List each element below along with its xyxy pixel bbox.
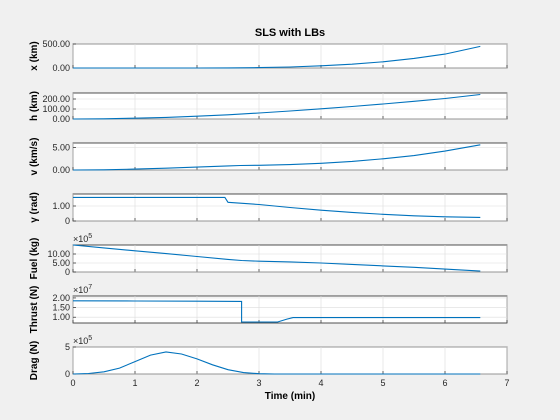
- x-tick-label: 6: [442, 378, 447, 388]
- x-tick-label: 2: [194, 378, 199, 388]
- x-tick-label: 1: [132, 378, 137, 388]
- x-tick-label: 7: [504, 378, 509, 388]
- x-axis-label: Time (min): [265, 391, 315, 402]
- y-tick-label: 1.00: [52, 312, 70, 322]
- x-tick-label: 3: [256, 378, 261, 388]
- y-tick-label: 5.00: [52, 143, 70, 153]
- y-axis-label: Fuel (kg): [29, 238, 40, 280]
- y-tick-label: 0: [65, 216, 70, 226]
- axes-box: [73, 143, 507, 170]
- axes-box: [73, 93, 507, 119]
- subplot-thrust: 1.001.502.00×107 Thrust (N): [29, 284, 507, 333]
- y-tick-label: 5: [65, 342, 70, 352]
- y-tick-label: 2.00: [52, 293, 70, 303]
- y-tick-label: 1.00: [52, 201, 70, 211]
- axes-box: [73, 245, 507, 272]
- y-tick-label: 0.00: [52, 63, 70, 73]
- y-tick-label: 200.00: [42, 94, 70, 104]
- y-tick-label: 0.00: [52, 114, 70, 124]
- y-axis-label: x (km): [29, 41, 40, 70]
- x-tick-label: 0: [70, 378, 75, 388]
- x-tick-label: 4: [318, 378, 323, 388]
- y-axis-label: h (km): [29, 91, 40, 121]
- y-axis-label: γ (rad): [29, 192, 40, 223]
- subplot-x: 0.00 500.00x (km): [29, 39, 507, 73]
- y-axis-label: Drag (N): [29, 341, 40, 380]
- y-exponent-label: ×107: [73, 284, 92, 295]
- y-tick-label: 0: [65, 369, 70, 379]
- axes-box: [73, 296, 507, 323]
- y-tick-label: 500.00: [42, 39, 70, 49]
- y-axis-label: v (km/s): [29, 138, 40, 176]
- y-exponent-label: ×105: [73, 335, 92, 346]
- y-exponent-label: ×105: [73, 233, 92, 244]
- y-tick-label: 0: [65, 267, 70, 277]
- y-tick-label: 0.00: [52, 165, 70, 175]
- x-tick-label: 5: [380, 378, 385, 388]
- axes-box: [73, 44, 507, 68]
- y-tick-label: 1.50: [52, 303, 70, 313]
- y-tick-label: 100.00: [42, 104, 70, 114]
- y-tick-label: 10.00: [47, 249, 70, 259]
- y-axis-label: Thrust (N): [29, 286, 40, 334]
- subplot-gamma: 0 1.00 γ (rad): [29, 192, 507, 226]
- subplot-v: 0.00 5.00 v (km/s): [29, 138, 507, 176]
- chart-title: SLS with LBs: [255, 27, 325, 39]
- y-tick-label: 5.00: [52, 258, 70, 268]
